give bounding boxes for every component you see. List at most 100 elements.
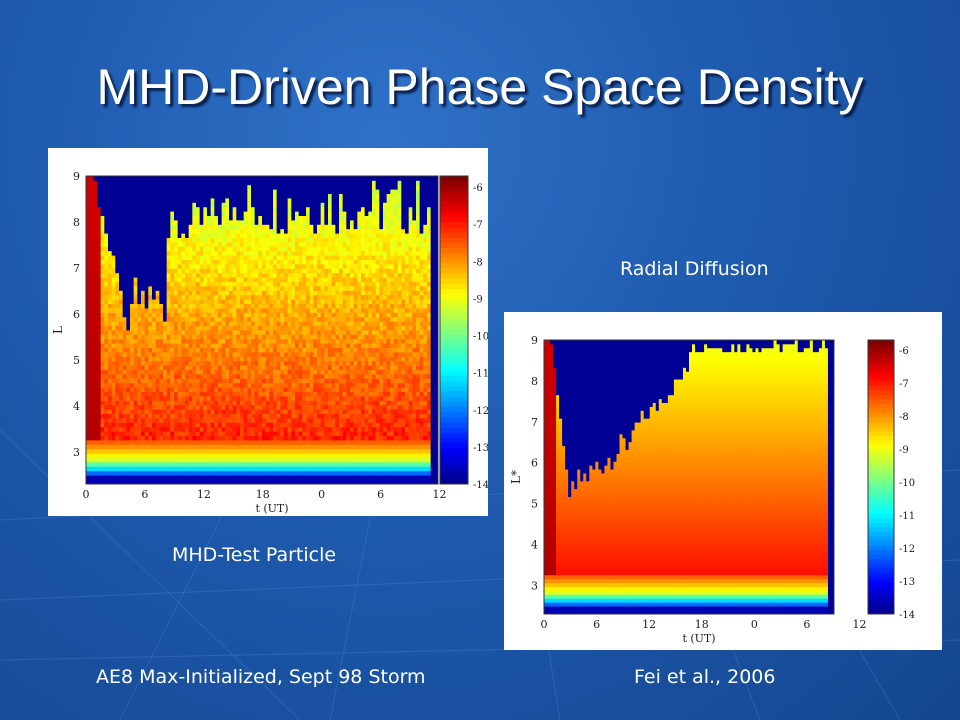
heatmap-cell [302, 413, 307, 419]
heatmap-cell [280, 206, 285, 212]
heatmap-cell [251, 286, 256, 291]
heatmap-cell [335, 347, 340, 353]
heatmap-cell [133, 286, 138, 291]
heatmap-cell [229, 365, 234, 370]
heatmap-cell [229, 176, 234, 181]
heatmap-cell [137, 272, 142, 278]
heatmap-cell [232, 303, 237, 309]
heatmap-cell [302, 176, 307, 181]
heatmap-cell [126, 343, 131, 348]
heatmap-cell [207, 409, 212, 414]
heatmap-cell [265, 268, 270, 274]
heatmap-cell [130, 334, 135, 340]
heatmap-cell [331, 475, 336, 480]
heatmap-cell [265, 400, 270, 406]
heatmap-cell [97, 360, 102, 366]
heatmap-cell [144, 202, 149, 208]
heatmap-cell [163, 189, 168, 194]
heatmap-cell [170, 264, 175, 269]
heatmap-cell [188, 294, 193, 300]
heatmap-cell [174, 220, 179, 225]
heatmap-cell [159, 365, 164, 370]
heatmap-cell [276, 255, 281, 260]
heatmap-cell [196, 466, 201, 472]
heatmap-cell [229, 215, 234, 221]
heatmap-cell [192, 400, 197, 406]
heatmap-cell [163, 264, 168, 269]
heatmap-cell [298, 281, 303, 287]
heatmap-cell [251, 321, 256, 326]
heatmap-cell [174, 268, 179, 274]
heatmap-cell [100, 294, 105, 300]
heatmap-cell [196, 391, 201, 397]
heatmap-cell [247, 426, 252, 432]
heatmap-cell [295, 422, 300, 428]
heatmap-cell [218, 184, 223, 190]
heatmap-cell [240, 220, 245, 225]
heatmap-cell [331, 202, 336, 208]
heatmap-cell [229, 255, 234, 260]
heatmap-cell [317, 255, 322, 260]
heatmap-cell [273, 272, 278, 278]
heatmap-cell [291, 259, 296, 265]
heatmap-cell [159, 374, 164, 379]
heatmap-cell [199, 462, 204, 467]
heatmap-cell [251, 356, 256, 362]
heatmap-cell [284, 347, 289, 353]
heatmap-cell [185, 312, 190, 318]
heatmap-cell [265, 272, 270, 278]
heatmap-cell [115, 215, 120, 221]
heatmap-cell [141, 400, 146, 406]
heatmap-cell [295, 462, 300, 467]
heatmap-cell [174, 391, 179, 397]
heatmap-cell [86, 180, 91, 186]
heatmap-cell [265, 176, 270, 181]
heatmap-cell [287, 206, 292, 212]
heatmap-cell [97, 409, 102, 414]
heatmap-cell [247, 259, 252, 265]
heatmap-cell [181, 418, 186, 423]
heatmap-cell [276, 334, 281, 340]
heatmap-cell [100, 435, 105, 441]
heatmap-cell [86, 277, 91, 282]
heatmap-cell [265, 330, 270, 335]
heatmap-cell [262, 321, 267, 326]
heatmap-cell [126, 259, 131, 265]
heatmap-cell [104, 237, 109, 243]
heatmap-cell [141, 382, 146, 388]
heatmap-cell [339, 448, 344, 454]
heatmap-cell [284, 228, 289, 234]
heatmap-cell [108, 198, 113, 203]
heatmap-cell [331, 286, 336, 291]
heatmap-cell [346, 470, 351, 476]
heatmap-cell [240, 338, 245, 344]
heatmap-cell [324, 382, 329, 388]
heatmap-cell [225, 387, 230, 392]
heatmap-cell [225, 198, 230, 203]
heatmap-cell [152, 387, 157, 392]
heatmap-cell [196, 220, 201, 225]
heatmap-cell [324, 334, 329, 340]
heatmap-cell [306, 457, 311, 463]
heatmap-cell [247, 281, 252, 287]
heatmap-cell [218, 356, 223, 362]
heatmap-cell [177, 365, 182, 370]
heatmap-cell [346, 462, 351, 467]
heatmap-cell [339, 352, 344, 357]
heatmap-cell [111, 228, 116, 234]
heatmap-cell [93, 312, 98, 318]
heatmap-cell [295, 281, 300, 287]
heatmap-cell [280, 413, 285, 419]
heatmap-cell [196, 233, 201, 238]
heatmap-cell [196, 228, 201, 234]
heatmap-cell [115, 202, 120, 208]
heatmap-cell [148, 369, 153, 375]
heatmap-cell [276, 193, 281, 199]
heatmap-cell [342, 242, 347, 247]
heatmap-cell [229, 387, 234, 392]
heatmap-cell [177, 391, 182, 397]
heatmap-cell [339, 224, 344, 230]
heatmap-cell [258, 374, 263, 379]
heatmap-cell [221, 272, 226, 278]
heatmap-cell [141, 290, 146, 296]
